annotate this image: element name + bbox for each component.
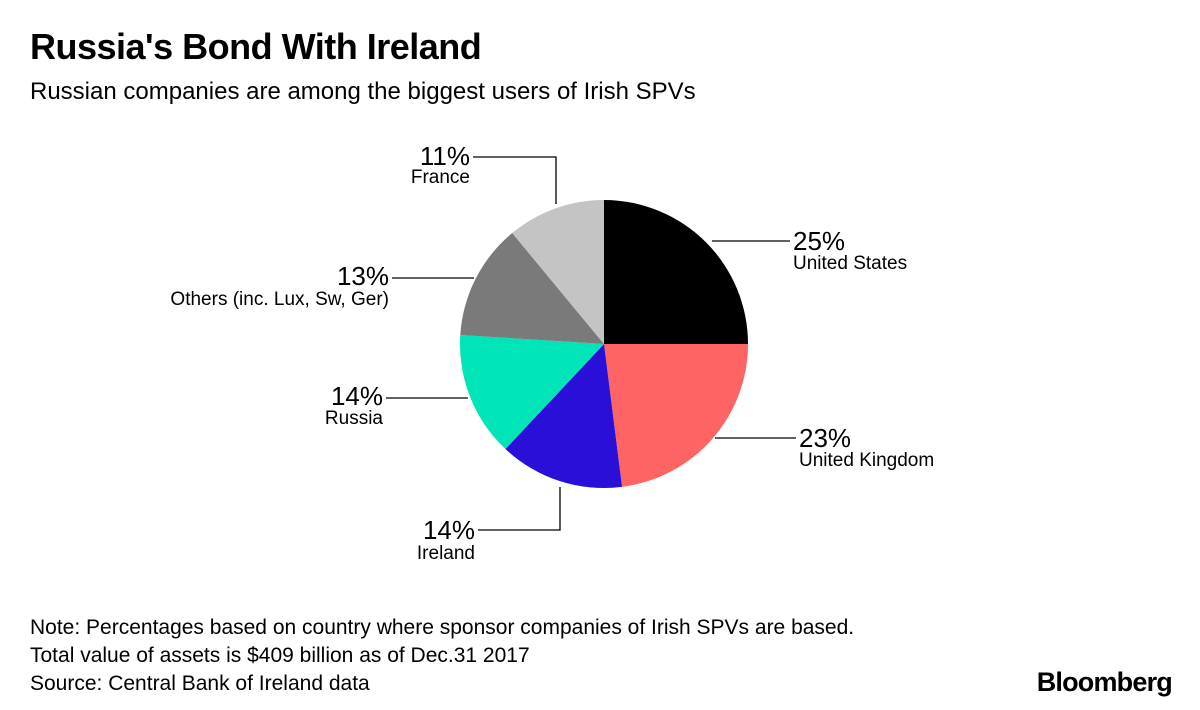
value-label-united-states: 25%	[793, 226, 845, 256]
value-label-russia: 14%	[331, 381, 383, 411]
chart-subtitle: Russian companies are among the biggest …	[30, 78, 696, 105]
category-label-france: France	[411, 167, 470, 188]
pie-slice-ireland	[505, 344, 623, 488]
value-label-united-kingdom: 23%	[799, 423, 851, 453]
category-label-united-kingdom: United Kingdom	[799, 450, 934, 471]
value-label-france: 11%	[420, 141, 470, 171]
pie-slice-russia	[459, 334, 604, 449]
pie-slice-others-inc-lux-sw-ger	[460, 233, 604, 344]
chart-notes: Note: Percentages based on country where…	[30, 614, 854, 698]
category-label-others-inc-lux-sw-ger: Others (inc. Lux, Sw, Ger)	[170, 289, 389, 310]
bloomberg-logo: Bloomberg	[1036, 667, 1173, 697]
pie-slice-united-kingdom	[604, 344, 748, 487]
chart-title: Russia's Bond With Ireland	[30, 26, 482, 67]
source-line: Source: Central Bank of Ireland data	[30, 672, 370, 695]
note-line: Note: Percentages based on country where…	[30, 616, 855, 639]
category-label-united-states: United States	[793, 253, 907, 274]
category-label-ireland: Ireland	[417, 543, 475, 564]
value-label-others-inc-lux-sw-ger: 13%	[337, 261, 389, 291]
pie-slice-france	[512, 200, 604, 344]
category-label-russia: Russia	[325, 408, 384, 429]
value-label-ireland: 14%	[423, 515, 475, 545]
total-line: Total value of assets is $409 billion as…	[30, 644, 530, 667]
leader-line-ireland	[478, 487, 561, 531]
pie-slice-united-states	[604, 200, 748, 344]
leader-line-france	[473, 156, 557, 204]
